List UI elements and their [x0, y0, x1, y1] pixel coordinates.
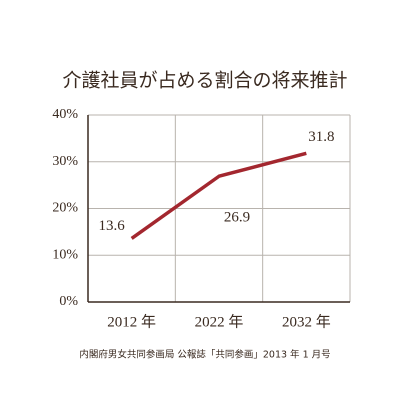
data-line — [130, 151, 307, 240]
chart-title: 介護社員が占める割合の将来推計 — [62, 70, 347, 92]
data-label: 31.8 — [308, 129, 334, 145]
y-tick-label: 40% — [52, 107, 78, 122]
data-label: 26.9 — [224, 210, 250, 226]
x-tick-label: 2022 年 — [195, 313, 244, 330]
y-tick-label: 30% — [52, 154, 78, 169]
x-tick-label: 2032 年 — [282, 313, 331, 330]
x-tick-label: 2012 年 — [107, 313, 156, 330]
y-tick-label: 0% — [59, 294, 78, 309]
y-tick-label: 10% — [52, 247, 78, 262]
y-tick-label: 20% — [52, 201, 78, 216]
data-label: 13.6 — [99, 218, 126, 234]
source-note: 内閣府男女共同参画局 公報誌「共同参画」2013 年 1 月号 — [79, 349, 330, 361]
